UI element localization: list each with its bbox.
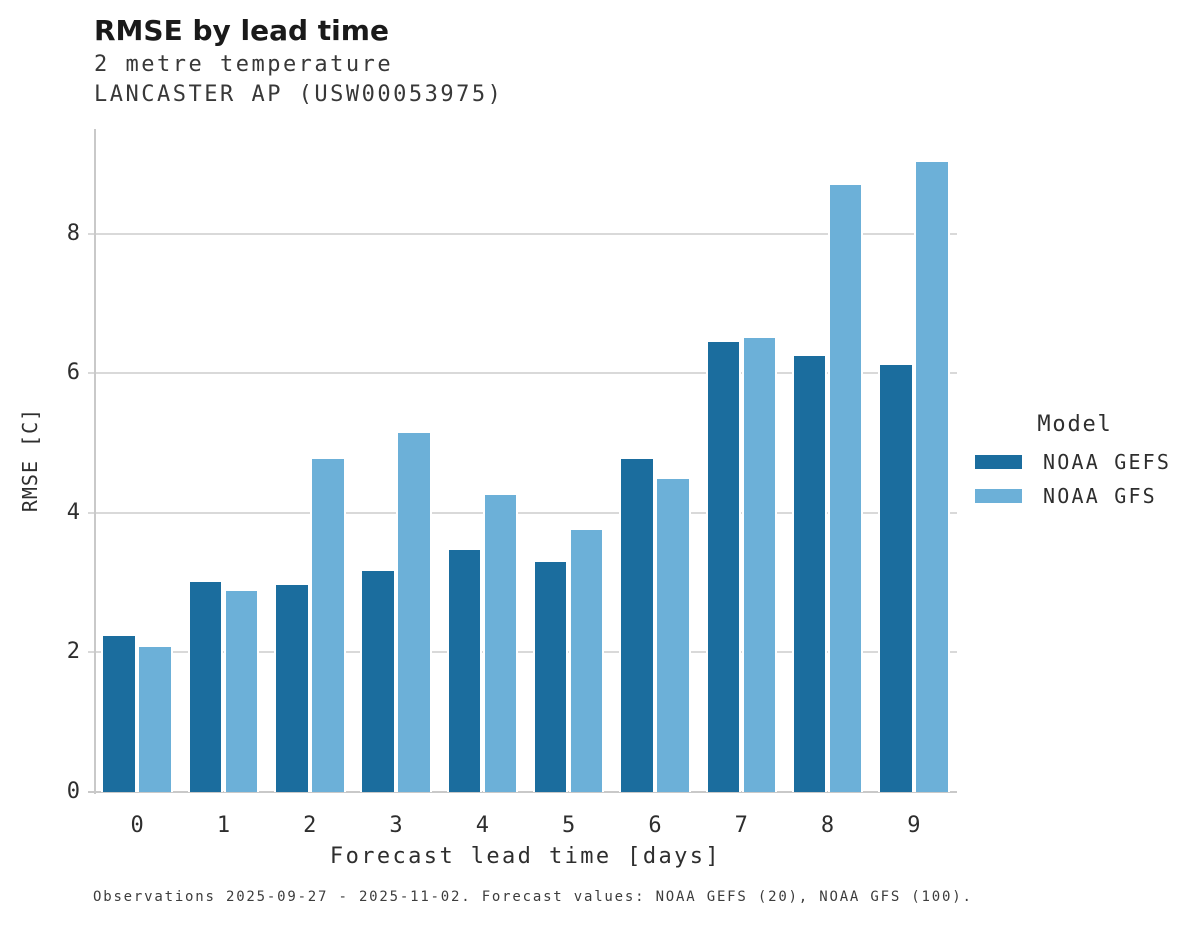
legend-item-label: NOAA GFS: [1043, 484, 1157, 508]
y-tick-label: 0: [66, 779, 80, 804]
x-tick-label: 3: [389, 813, 403, 838]
bar-noaa-gefs-lead-4: [446, 549, 483, 792]
chart-subtitle-station: LANCASTER AP (USW00053975): [94, 82, 504, 107]
y-tick-label: 8: [66, 220, 80, 246]
legend-item-noaa-gfs: NOAA GFS: [968, 484, 1182, 508]
bar-noaa-gefs-lead-5: [532, 562, 569, 792]
y-axis-spine: [94, 129, 96, 794]
bar-noaa-gefs-lead-2: [274, 585, 310, 792]
bar-noaa-gfs-lead-5: [568, 529, 605, 792]
x-tick-label: 6: [648, 813, 662, 838]
legend-swatch: [975, 455, 1022, 469]
x-tick-label: 2: [303, 813, 317, 838]
bar-noaa-gfs-lead-7: [741, 338, 777, 792]
bar-noaa-gfs-lead-8: [827, 184, 864, 792]
x-tick-label: 8: [820, 813, 835, 838]
gridline: [88, 511, 957, 514]
y-tick-label: 2: [66, 639, 80, 665]
legend-swatch: [975, 489, 1022, 503]
x-axis-baseline: [88, 791, 957, 793]
legend-item-noaa-gefs: NOAA GEFS: [968, 450, 1182, 474]
y-tick-label: 6: [66, 360, 80, 386]
gridline: [88, 232, 957, 235]
bar-noaa-gfs-lead-0: [137, 646, 173, 792]
legend-items: NOAA GEFS NOAA GFS: [968, 450, 1182, 508]
bar-noaa-gfs-lead-6: [655, 479, 691, 792]
x-tick-label: 0: [130, 813, 144, 838]
x-tick-label: 4: [475, 813, 489, 838]
legend: Model NOAA GEFS NOAA GFS: [968, 410, 1182, 508]
legend-item-label: NOAA GEFS: [1043, 450, 1172, 474]
bar-noaa-gefs-lead-7: [705, 341, 741, 792]
bar-noaa-gefs-lead-9: [878, 364, 914, 792]
caption: Observations 2025-09-27 - 2025-11-02. Fo…: [93, 889, 973, 905]
x-tick-label: 5: [562, 813, 576, 838]
bar-noaa-gfs-lead-2: [310, 459, 346, 792]
x-tick-label: 1: [216, 813, 231, 838]
y-tick-label: 4: [66, 499, 80, 525]
gridline: [88, 651, 957, 654]
bar-noaa-gefs-lead-0: [101, 635, 137, 792]
x-tick-label: 9: [907, 813, 921, 838]
bar-noaa-gefs-lead-1: [187, 581, 224, 792]
bar-noaa-gfs-lead-3: [396, 433, 432, 792]
y-axis-label: RMSE [C]: [18, 407, 42, 513]
bar-noaa-gefs-lead-8: [791, 355, 828, 792]
bar-noaa-gefs-lead-6: [619, 459, 655, 792]
legend-title: Model: [1037, 412, 1113, 437]
chart-subtitle-variable: 2 metre temperature: [94, 52, 394, 77]
bar-noaa-gfs-lead-9: [914, 162, 950, 792]
gridline: [88, 372, 957, 375]
x-axis-label: Forecast lead time [days]: [329, 844, 722, 869]
x-tick-label: 7: [734, 813, 748, 838]
bar-noaa-gefs-lead-3: [360, 571, 396, 792]
chart-title: RMSE by lead time: [94, 14, 389, 47]
bar-noaa-gfs-lead-4: [482, 494, 519, 792]
bar-noaa-gfs-lead-1: [223, 591, 260, 792]
